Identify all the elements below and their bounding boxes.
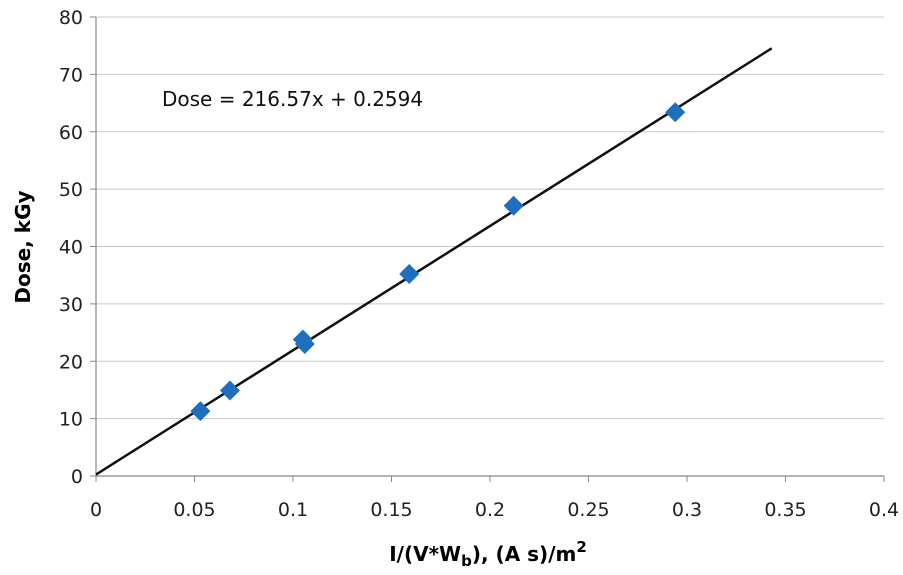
x-tick-labels: 0 0.05 0.1 0.15 0.2 0.25 0.3 0.35 0.4: [90, 499, 899, 521]
y-tick-labels: 0 10 20 30 40 50 60 70 80: [59, 7, 83, 488]
x-axis-title-subscript: b: [461, 552, 472, 570]
y-tick-label-4: 40: [59, 237, 83, 259]
x-axis-title-main: I/(V*W: [389, 542, 461, 566]
trendline-layer: [95, 47, 773, 476]
data-point-1: [219, 380, 240, 401]
y-tick-label-3: 30: [59, 294, 83, 316]
data-point-4: [399, 264, 420, 285]
y-tick-label-5: 50: [59, 179, 83, 201]
axes-layer: [90, 16, 885, 482]
y-tick-label-7: 70: [59, 64, 83, 86]
data-point-6: [665, 102, 686, 123]
x-tick-label-1: 0.05: [173, 499, 215, 521]
x-axis-title-rest: ), (A s)/m: [472, 542, 576, 566]
x-tick-label-6: 0.3: [672, 499, 702, 521]
y-tick-label-8: 80: [59, 7, 83, 29]
x-tick-label-0: 0: [90, 499, 102, 521]
x-tick-label-5: 0.25: [567, 499, 609, 521]
x-tick-label-8: 0.4: [869, 499, 899, 521]
data-point-0: [190, 401, 211, 422]
x-axis-title-superscript: 2: [576, 538, 586, 556]
data-point-5: [503, 195, 524, 216]
data-points: [190, 102, 686, 422]
trendline-equation: Dose = 216.57x + 0.2594: [162, 87, 423, 111]
y-tick-label-1: 10: [59, 409, 83, 431]
y-tick-label-0: 0: [71, 466, 83, 488]
x-tick-label-2: 0.1: [278, 499, 308, 521]
x-tick-label-3: 0.15: [370, 499, 412, 521]
x-axis-title: I/(V*Wb), (A s)/m2: [389, 538, 587, 570]
data-point-3: [294, 334, 315, 355]
x-tick-label-4: 0.2: [475, 499, 505, 521]
grid-layer: [96, 16, 884, 420]
y-tick-label-6: 60: [59, 122, 83, 144]
y-tick-label-2: 20: [59, 351, 83, 373]
x-tick-label-7: 0.35: [764, 499, 806, 521]
y-axis-title: Dose, kGy: [11, 190, 35, 303]
trendline: [95, 47, 773, 476]
